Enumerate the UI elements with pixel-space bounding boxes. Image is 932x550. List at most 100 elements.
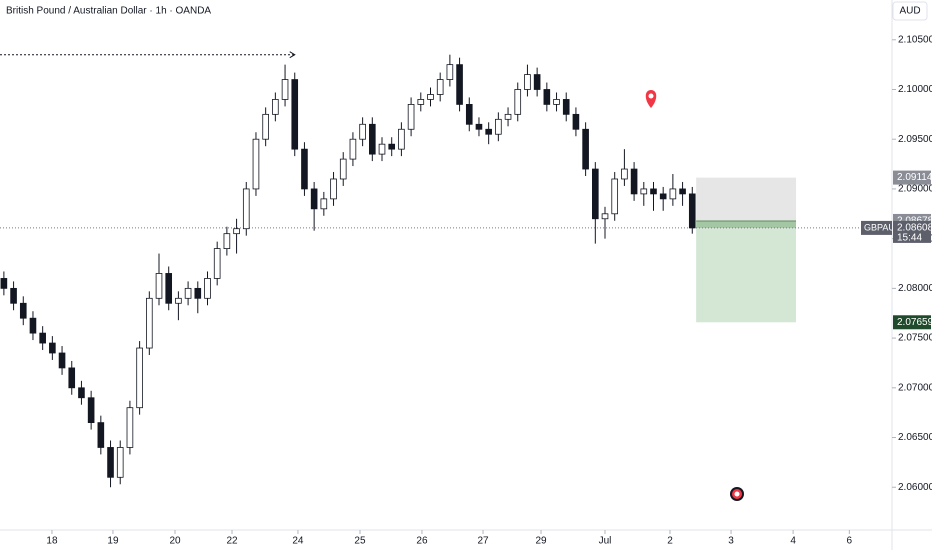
candle-body <box>291 79 299 150</box>
candle-body <box>485 128 492 135</box>
target-zone <box>696 220 797 323</box>
candle-body <box>630 168 638 195</box>
pin-icon[interactable] <box>645 90 657 108</box>
candle-body <box>19 302 27 319</box>
x-tick-label: 2 <box>667 536 673 547</box>
currency-label[interactable]: AUD <box>899 6 920 17</box>
candle-body <box>524 74 531 90</box>
candle-body <box>107 447 114 478</box>
symbol-label: GBPAUD <box>864 222 902 232</box>
candle-body <box>281 79 289 100</box>
candle-body <box>562 99 570 115</box>
candle-body <box>146 297 153 349</box>
candle-body <box>543 89 551 105</box>
y-tick-label: 2.07000 <box>898 382 932 393</box>
candle-body <box>301 148 308 190</box>
candle-body <box>669 188 677 200</box>
candle-body <box>592 168 599 220</box>
candle-body <box>223 233 231 249</box>
candle-body <box>204 278 211 299</box>
candle-body <box>242 188 250 230</box>
y-tick-label: 2.09000 <box>898 184 932 195</box>
candle-body <box>427 94 434 100</box>
candle-body <box>378 143 386 155</box>
x-tick-label: 20 <box>169 536 181 547</box>
x-tick-label: 26 <box>416 536 428 547</box>
candle-body <box>369 123 376 155</box>
candle-body <box>233 228 240 235</box>
x-tick-label: 19 <box>107 536 119 547</box>
x-tick-label: 25 <box>354 536 366 547</box>
candle-body <box>320 198 328 210</box>
x-tick-label: 4 <box>790 536 796 547</box>
candle-body <box>252 138 260 190</box>
candle-body <box>330 178 337 200</box>
candle-body <box>175 297 182 304</box>
x-tick-label: 29 <box>535 536 547 547</box>
chart-title: British Pound / Australian Dollar · 1h ·… <box>6 6 211 17</box>
y-tick-label: 2.10000 <box>898 84 932 95</box>
candle-body <box>359 123 366 140</box>
last-price-box <box>893 220 931 243</box>
candle-body <box>436 79 444 95</box>
candle-body <box>10 287 17 304</box>
candle-body <box>417 99 425 105</box>
candle-body <box>78 387 85 399</box>
candle-body <box>165 273 173 304</box>
candle-body <box>582 128 589 170</box>
candle-body <box>184 287 192 299</box>
candle-body <box>650 188 657 195</box>
candle-body <box>388 143 396 150</box>
candle-body <box>136 347 143 409</box>
y-tick-label: 2.09500 <box>898 134 932 145</box>
last-price-label: 2.08608 <box>897 223 932 234</box>
candle-body <box>262 113 269 140</box>
target-label-box <box>893 315 931 330</box>
candle-body <box>116 447 124 478</box>
candle-body <box>533 74 541 90</box>
event-icon[interactable] <box>730 487 744 501</box>
candle-body <box>456 64 463 105</box>
open-profit-zone <box>696 220 797 228</box>
candle-body <box>688 193 696 229</box>
candle-body <box>0 278 8 289</box>
candle-body <box>126 407 134 448</box>
candle-body <box>514 89 522 115</box>
candle-body <box>504 113 512 120</box>
candle-body <box>68 367 76 389</box>
x-tick-label: 27 <box>477 536 489 547</box>
candle-body <box>495 118 502 135</box>
candle-body <box>339 158 347 180</box>
y-tick-label: 2.06000 <box>898 482 932 493</box>
x-tick-label: Jul <box>599 536 612 547</box>
candle-body <box>621 168 628 180</box>
currency-box[interactable] <box>892 1 928 21</box>
candle-body <box>465 104 473 125</box>
candle-body <box>475 123 483 130</box>
candle-body <box>553 99 560 105</box>
target-label: 2.07659 <box>897 317 932 328</box>
candle-body <box>398 128 405 150</box>
arrow-head <box>289 51 296 59</box>
x-tick-label: 6 <box>847 536 853 547</box>
x-tick-label: 18 <box>46 536 58 547</box>
candle-body <box>349 138 357 160</box>
x-tick-label: 24 <box>292 536 304 547</box>
candle-body <box>659 193 667 200</box>
y-tick-label: 2.08000 <box>898 283 932 294</box>
candle-body <box>601 213 609 220</box>
y-tick-label: 2.06500 <box>898 432 932 443</box>
candle-body <box>310 188 318 210</box>
countdown-label: 15:44 <box>897 233 922 244</box>
candle-body <box>213 248 221 279</box>
candle-body <box>640 188 648 195</box>
candle-body <box>97 422 105 448</box>
candle-body <box>194 287 202 299</box>
candle-body <box>155 273 163 299</box>
candle-body <box>29 317 37 334</box>
candle-body <box>272 99 279 115</box>
stop-label: 2.09114 <box>897 172 932 183</box>
stop-label-box <box>893 170 931 185</box>
candle-body <box>679 188 686 195</box>
